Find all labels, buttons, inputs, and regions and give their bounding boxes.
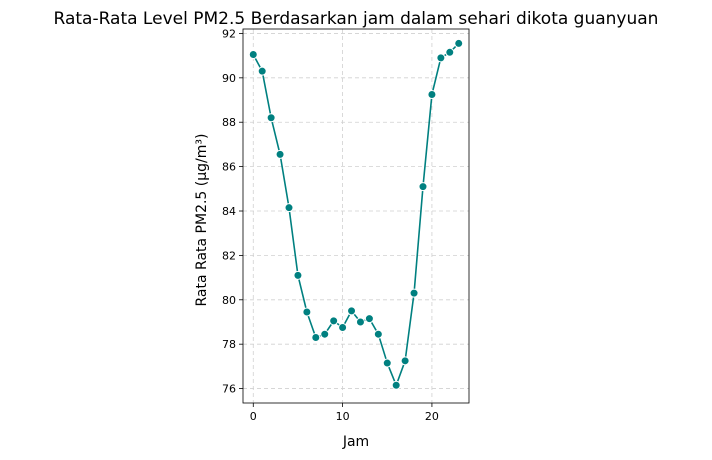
- data-point: [275, 149, 285, 159]
- y-axis-title: Rata Rata PM2.5 (µg/m³): [194, 134, 210, 307]
- y-tick-label: 80: [222, 294, 236, 307]
- data-point: [338, 323, 348, 333]
- y-tick-label: 92: [222, 27, 236, 40]
- tick-layer: 0 10 20 76 78 80 82 84 86 88 90 92: [222, 27, 439, 423]
- series-line: [252, 42, 460, 387]
- data-point: [373, 329, 383, 339]
- data-point: [320, 329, 330, 339]
- data-point: [400, 356, 410, 366]
- data-point: [284, 203, 294, 213]
- data-point: [409, 288, 419, 298]
- data-point: [436, 53, 446, 63]
- data-point: [302, 307, 312, 317]
- data-point: [257, 66, 267, 76]
- x-tick-label: 0: [250, 410, 257, 423]
- y-tick-label: 78: [222, 338, 236, 351]
- data-point: [391, 380, 401, 390]
- axes-layer: [242, 28, 470, 404]
- data-point: [266, 113, 276, 123]
- data-point: [418, 182, 428, 192]
- data-point: [293, 270, 303, 280]
- line-layer: [252, 42, 460, 387]
- data-point: [329, 316, 339, 326]
- y-tick-label: 88: [222, 116, 236, 129]
- y-tick-label: 90: [222, 72, 236, 85]
- y-tick-label: 84: [222, 205, 236, 218]
- grid-layer: [243, 29, 469, 403]
- data-point: [347, 306, 357, 316]
- data-point: [248, 50, 258, 60]
- data-point: [355, 317, 365, 327]
- y-tick-label: 82: [222, 249, 236, 262]
- chart-title: Rata-Rata Level PM2.5 Berdasarkan jam da…: [54, 9, 659, 29]
- x-axis-title: Jam: [342, 434, 369, 450]
- data-point: [445, 47, 455, 57]
- data-point: [454, 38, 464, 48]
- x-tick-label: 10: [336, 410, 350, 423]
- y-tick-label: 76: [222, 383, 236, 396]
- data-point: [382, 358, 392, 368]
- data-point: [311, 333, 321, 343]
- marker-layer: [248, 38, 464, 390]
- plot-frame: [242, 28, 470, 404]
- x-tick-label: 20: [425, 410, 439, 423]
- y-tick-label: 86: [222, 161, 236, 174]
- data-point: [427, 89, 437, 99]
- data-point: [364, 314, 374, 324]
